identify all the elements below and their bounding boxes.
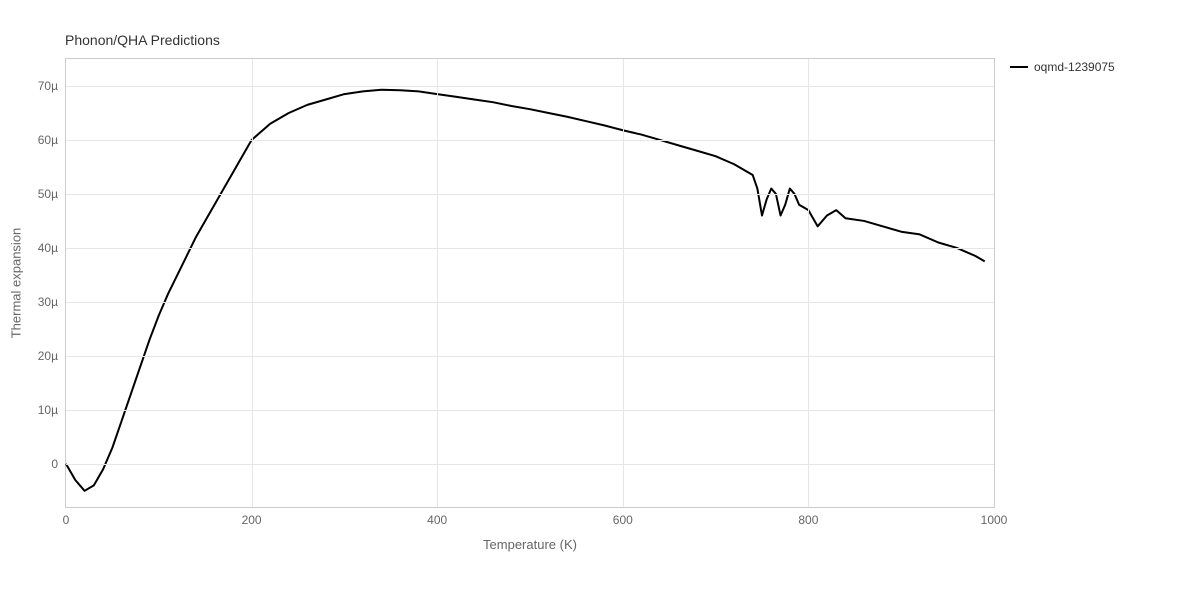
grid-line-v	[623, 59, 624, 507]
line-layer	[66, 59, 994, 507]
x-tick-label: 600	[613, 513, 633, 527]
plot-area: Temperature (K) Thermal expansion 020040…	[65, 58, 995, 508]
x-tick-label: 0	[63, 513, 70, 527]
grid-line-h	[66, 464, 994, 465]
grid-line-h	[66, 248, 994, 249]
grid-line-h	[66, 86, 994, 87]
y-tick-label: 0	[51, 457, 58, 471]
grid-line-h	[66, 410, 994, 411]
grid-line-v	[437, 59, 438, 507]
y-axis-label: Thermal expansion	[9, 228, 24, 339]
chart-container: Phonon/QHA Predictions Temperature (K) T…	[0, 0, 1200, 600]
y-tick-label: 60µ	[38, 133, 58, 147]
x-tick-label: 800	[798, 513, 818, 527]
grid-line-v	[252, 59, 253, 507]
chart-title: Phonon/QHA Predictions	[65, 32, 220, 48]
x-tick-label: 400	[427, 513, 447, 527]
y-tick-label: 10µ	[38, 403, 58, 417]
x-tick-label: 1000	[981, 513, 1008, 527]
legend-item[interactable]: oqmd-1239075	[1010, 60, 1115, 74]
legend-label: oqmd-1239075	[1034, 60, 1115, 74]
grid-line-h	[66, 194, 994, 195]
x-axis-label: Temperature (K)	[483, 537, 577, 552]
y-tick-label: 50µ	[38, 187, 58, 201]
grid-line-v	[808, 59, 809, 507]
y-tick-label: 20µ	[38, 349, 58, 363]
grid-line-h	[66, 302, 994, 303]
grid-line-h	[66, 356, 994, 357]
y-tick-label: 40µ	[38, 241, 58, 255]
legend-swatch	[1010, 66, 1028, 68]
y-tick-label: 30µ	[38, 295, 58, 309]
grid-line-h	[66, 140, 994, 141]
x-tick-label: 200	[242, 513, 262, 527]
series-line	[66, 90, 985, 491]
y-tick-label: 70µ	[38, 79, 58, 93]
legend: oqmd-1239075	[1010, 60, 1115, 74]
